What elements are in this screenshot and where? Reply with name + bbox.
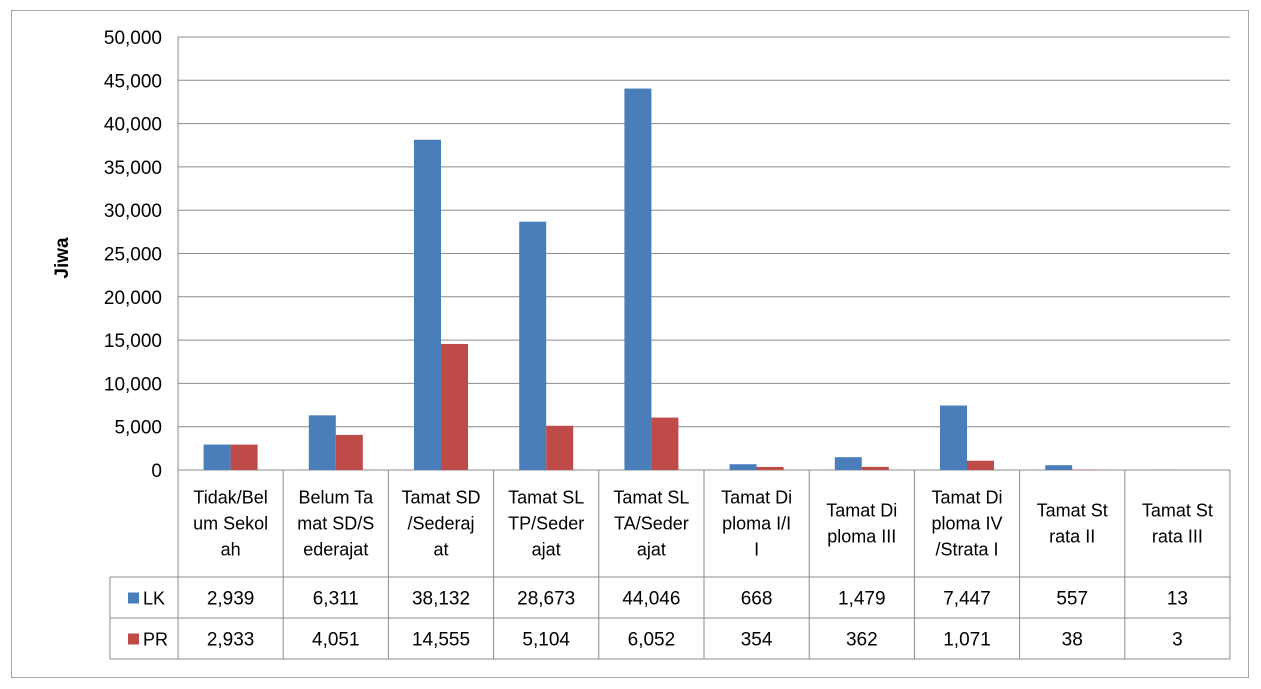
bar-pr <box>967 460 994 470</box>
y-tick-label: 0 <box>151 461 162 482</box>
data-label-lk: 28,673 <box>517 589 575 610</box>
bar-pr <box>546 425 574 470</box>
bar-lk <box>729 464 757 470</box>
bar-pr <box>441 343 468 470</box>
category-label-line: ploma III <box>827 527 896 547</box>
bar-lk <box>1045 465 1073 470</box>
y-axis-label: Jiwa <box>52 237 73 279</box>
legend-key-pr <box>128 633 139 645</box>
category-label-line: TP/Seder <box>508 514 584 534</box>
data-label-pr: 354 <box>741 630 773 651</box>
category-label-line: Tamat Di <box>826 501 897 521</box>
data-label-lk: 13 <box>1167 589 1188 610</box>
data-label-pr: 5,104 <box>522 630 570 651</box>
legend-label-pr: PR <box>143 630 168 650</box>
bar-lk <box>519 221 547 470</box>
data-label-pr: 2,933 <box>207 630 255 651</box>
y-tick-label: 25,000 <box>104 245 162 266</box>
chart-frame <box>11 10 1249 678</box>
data-label-pr: 38 <box>1062 630 1083 651</box>
data-label-lk: 557 <box>1056 589 1088 610</box>
data-label-pr: 6,052 <box>628 630 676 651</box>
legend-key-lk <box>128 592 139 604</box>
y-tick-label: 15,000 <box>104 331 162 352</box>
category-label-line: rata III <box>1152 527 1203 547</box>
y-tick-label: 45,000 <box>104 71 162 92</box>
data-label-pr: 14,555 <box>412 630 470 651</box>
category-label-line: rata II <box>1049 527 1095 547</box>
category-label: Tamat Di ploma I/I I <box>721 488 792 560</box>
bar-pr <box>230 444 258 470</box>
data-label-pr: 4,051 <box>312 630 360 651</box>
category-label-line: um Sekol <box>193 514 268 534</box>
data-label-lk: 44,046 <box>622 589 680 610</box>
category-label: Tamat St rata III <box>1142 501 1213 547</box>
category-label: Belum Ta mat SD/S ederajat <box>297 488 374 560</box>
bar-lk <box>940 405 967 470</box>
category-label-line: Tamat SL <box>508 488 584 508</box>
bars <box>203 88 1205 470</box>
category-label-line: /Strata I <box>935 540 998 560</box>
legend-label-lk: LK <box>143 589 165 609</box>
category-label-line: ah <box>221 540 241 560</box>
y-tick-label: 5,000 <box>114 418 162 439</box>
bar-lk <box>203 444 231 470</box>
data-label-lk: 668 <box>741 589 773 610</box>
category-label: Tidak/Bel um Sekol ah <box>193 488 268 560</box>
category-label: Tamat Di ploma III <box>826 501 897 547</box>
y-tick-label: 20,000 <box>104 288 162 309</box>
category-label-line: Tamat Di <box>721 488 792 508</box>
data-label-lk: 2,939 <box>207 589 255 610</box>
y-tick-label: 30,000 <box>104 201 162 222</box>
data-label-pr: 362 <box>846 630 878 651</box>
category-label: Tamat SD/Sederaj at <box>401 488 480 560</box>
category-label-line: mat SD/S <box>297 514 374 534</box>
data-label-lk: 7,447 <box>943 589 991 610</box>
category-label-line: Belum Ta <box>298 488 374 508</box>
bar-lk <box>624 88 652 470</box>
y-tick-label: 35,000 <box>104 158 162 179</box>
category-label-line: Tamat SD <box>401 488 480 508</box>
category-label-line: I <box>754 540 759 560</box>
bar-pr <box>756 466 784 470</box>
category-label-line: /Sederaj <box>407 514 474 534</box>
category-label-line: Tamat Di <box>931 488 1002 508</box>
data-label-pr: 1,071 <box>943 630 991 651</box>
category-label: Tamat St rata II <box>1037 501 1108 547</box>
data-label-lk: 38,132 <box>412 589 470 610</box>
category-label-line: ajat <box>532 540 561 560</box>
category-label-line: ploma I/I <box>722 514 791 534</box>
data-label-lk: 1,479 <box>838 589 886 610</box>
gridlines <box>177 36 1230 471</box>
bar-lk <box>834 457 862 470</box>
category-label: Tamat Di ploma IV/Strata I <box>931 488 1002 560</box>
data-label-pr: 3 <box>1172 630 1183 651</box>
category-label-line: Tamat St <box>1142 501 1213 521</box>
category-label-line: TA/Seder <box>614 514 689 534</box>
y-tick-label: 50,000 <box>104 28 162 49</box>
bar-pr <box>335 434 363 470</box>
category-label-line: at <box>433 540 448 560</box>
bar-pr <box>651 417 679 470</box>
category-label-line: Tamat SL <box>613 488 689 508</box>
data-label-lk: 6,311 <box>313 589 359 610</box>
category-label-line: Tamat St <box>1037 501 1108 521</box>
bar-pr <box>861 466 889 470</box>
category-label-line: Tidak/Bel <box>193 488 267 508</box>
category-label-line: ederajat <box>303 540 368 560</box>
y-axis-ticks: 0 5,000 10,000 15,000 20,000 25,000 30,000 35,0… <box>104 28 162 482</box>
bar-lk <box>308 415 336 470</box>
category-label-line: ploma IV <box>931 514 1002 534</box>
y-tick-label: 10,000 <box>104 374 162 395</box>
category-label: Tamat SL TA/Seder ajat <box>613 488 689 560</box>
data-table: Tidak/Bel um Sekol ah Belum Ta mat SD/S edera… <box>109 470 1231 660</box>
category-label-line: ajat <box>637 540 666 560</box>
bar-lk <box>414 139 441 470</box>
y-tick-label: 40,000 <box>104 115 162 136</box>
category-label: Tamat SL TP/Seder ajat <box>508 488 584 560</box>
